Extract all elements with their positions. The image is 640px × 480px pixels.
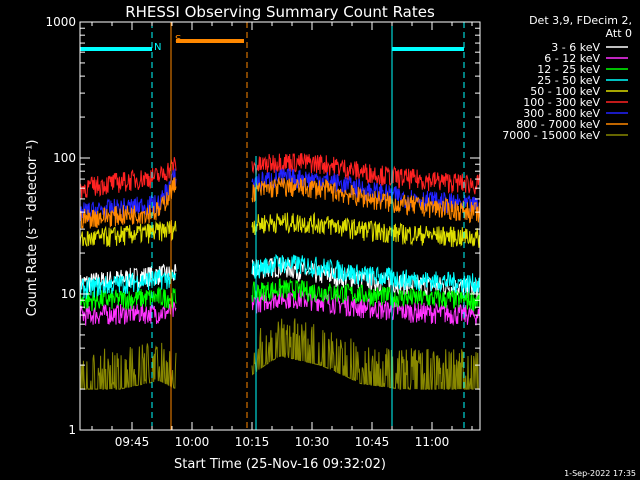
axes-layer: 09:45 10:00 10:15 10:30 10:45 11:00 1 10 100 1000 [45,15,481,449]
y-tick-label: 100 [53,151,76,165]
x-tick-label: 10:15 [235,435,270,449]
chart-title: RHESSI Observing Summary Count Rates [125,3,435,21]
series-line [79,278,481,312]
plot-frame [79,21,481,431]
series-line [79,176,481,229]
series-line [79,152,481,199]
legend-entry-label: 6 - 12 keV [544,52,600,65]
x-tick-label: 09:45 [115,435,150,449]
legend-entry-label: 100 - 300 keV [523,96,600,109]
series-line [79,318,480,390]
legend-header-line-1: Det 3,9, FDecim 2, [529,14,632,27]
series-line [79,253,481,299]
series-layer [79,152,481,390]
y-tick-label: 1000 [45,15,76,29]
x-tick-label: 10:00 [175,435,210,449]
x-tick-label: 11:00 [415,435,450,449]
series-line [79,287,481,326]
saa-flag-label: S [175,34,181,45]
y-axis-label: Count Rate (s⁻¹ detector⁻¹) [25,140,40,317]
legend-entry-label: 3 - 6 keV [551,41,600,54]
series-line [79,211,481,248]
legend-entry-label: 50 - 100 keV [530,85,600,98]
y-tick-label: 1 [68,423,76,437]
flag-layer: SN [80,22,465,430]
legend-entry-label: 12 - 25 keV [537,63,600,76]
legend-entry-label: 25 - 50 keV [537,74,600,87]
legend-entry-label: 800 - 7000 keV [516,118,600,131]
night-flag-label: N [154,42,161,53]
x-tick-label: 10:45 [355,435,390,449]
legend-entry-label: 300 - 800 keV [523,107,600,120]
x-tick-label: 10:30 [295,435,330,449]
x-axis-label: Start Time (25-Nov-16 09:32:02) [174,457,386,472]
y-tick-label: 10 [61,287,76,301]
legend-header-line-2: Att 0 [606,27,632,40]
footer-date: 1-Sep-2022 17:35 [564,469,636,478]
legend-entry-label: 7000 - 15000 keV [502,129,600,142]
